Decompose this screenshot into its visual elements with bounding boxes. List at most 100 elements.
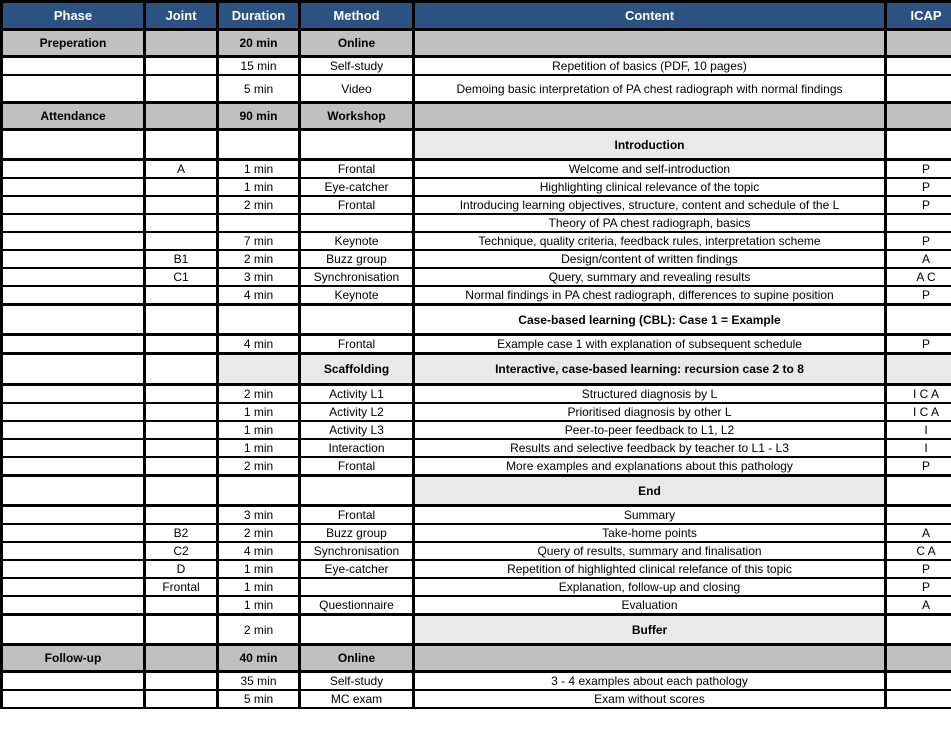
table-row: B2 2 min Buzz group Take-home points A xyxy=(0,523,951,543)
cell-duration: 2 min xyxy=(216,613,301,646)
cell-duration xyxy=(216,474,301,507)
cell-duration: 2 min xyxy=(216,456,301,477)
cell-duration: 1 min xyxy=(216,177,301,197)
column-header-duration: Duration xyxy=(216,0,301,31)
table-header: Phase Joint Duration Method Content ICAP xyxy=(0,0,951,31)
cell-duration: 4 min xyxy=(216,333,301,355)
cell-duration: 2 min xyxy=(216,249,301,269)
table-row: 7 min Keynote Technique, quality criteria,… xyxy=(0,231,951,251)
table-row: 2 min Buffer xyxy=(0,613,951,646)
cell-method: Self-study xyxy=(298,670,415,691)
table-row: Scaffolding Interactive, case-based learn… xyxy=(0,352,951,386)
table-row: 35 min Self-study 3 - 4 examples about eac… xyxy=(0,670,951,691)
cell-icap: P xyxy=(884,177,951,197)
cell-content: Evaluation xyxy=(412,595,887,616)
cell-duration: 4 min xyxy=(216,541,301,561)
cell-method xyxy=(298,303,415,336)
cell-phase xyxy=(0,383,146,404)
cell-joint xyxy=(143,101,219,131)
cell-method: Activity L1 xyxy=(298,383,415,404)
cell-phase xyxy=(0,249,146,269)
cell-content: Prioritised diagnosis by other L xyxy=(412,402,887,422)
cell-content: Peer-to-peer feedback to L1, L2 xyxy=(412,420,887,440)
cell-content: Structured diagnosis by L xyxy=(412,383,887,404)
cell-icap: P xyxy=(884,285,951,306)
cell-joint xyxy=(143,195,219,215)
cell-phase: Attendance xyxy=(0,101,146,131)
table-row: 3 min Frontal Summary xyxy=(0,504,951,525)
cell-method: Workshop xyxy=(298,101,415,131)
cell-icap: C A xyxy=(884,541,951,561)
cell-method: Eye-catcher xyxy=(298,177,415,197)
cell-content: Highlighting clinical relevance of the t… xyxy=(412,177,887,197)
table-row: Introduction xyxy=(0,128,951,161)
cell-icap: I C A xyxy=(884,402,951,422)
cell-joint xyxy=(143,402,219,422)
cell-icap xyxy=(884,670,951,691)
cell-icap: P xyxy=(884,158,951,179)
cell-joint xyxy=(143,285,219,306)
cell-duration xyxy=(216,352,301,386)
cell-phase xyxy=(0,303,146,336)
table-row: 1 min Eye-catcher Highlighting clinical re… xyxy=(0,177,951,197)
cell-joint xyxy=(143,28,219,58)
cell-icap xyxy=(884,128,951,161)
cell-phase xyxy=(0,128,146,161)
cell-duration: 1 min xyxy=(216,577,301,597)
cell-method: Synchronisation xyxy=(298,541,415,561)
cell-joint: B1 xyxy=(143,249,219,269)
cell-phase xyxy=(0,613,146,646)
cell-joint xyxy=(143,177,219,197)
cell-phase xyxy=(0,74,146,104)
cell-method: Self-study xyxy=(298,55,415,76)
cell-phase xyxy=(0,213,146,233)
table-row: 2 min Activity L1 Structured diagnosis by … xyxy=(0,383,951,404)
cell-content: Results and selective feedback by teache… xyxy=(412,438,887,458)
cell-joint xyxy=(143,595,219,616)
cell-duration: 1 min xyxy=(216,420,301,440)
table-row: Frontal 1 min Explanation, follow-up and c… xyxy=(0,577,951,597)
cell-phase xyxy=(0,352,146,386)
cell-duration: 35 min xyxy=(216,670,301,691)
cell-duration: 2 min xyxy=(216,383,301,404)
cell-duration: 1 min xyxy=(216,595,301,616)
cell-joint xyxy=(143,333,219,355)
table-row: 4 min Frontal Example case 1 with explanat… xyxy=(0,333,951,355)
cell-joint xyxy=(143,383,219,404)
cell-method xyxy=(298,474,415,507)
cell-duration: 90 min xyxy=(216,101,301,131)
cell-joint xyxy=(143,55,219,76)
cell-phase xyxy=(0,504,146,525)
cell-content: End xyxy=(412,474,887,507)
cell-icap xyxy=(884,352,951,386)
cell-joint xyxy=(143,303,219,336)
cell-icap xyxy=(884,303,951,336)
cell-content: Demoing basic interpretation of PA chest… xyxy=(412,74,887,104)
cell-method: Frontal xyxy=(298,504,415,525)
cell-method xyxy=(298,577,415,597)
cell-method: Buzz group xyxy=(298,523,415,543)
cell-joint xyxy=(143,689,219,709)
cell-duration xyxy=(216,303,301,336)
cell-joint: C1 xyxy=(143,267,219,287)
cell-phase xyxy=(0,285,146,306)
cell-content: Query, summary and revealing results xyxy=(412,267,887,287)
cell-method: Activity L3 xyxy=(298,420,415,440)
cell-method: Scaffolding xyxy=(298,352,415,386)
cell-method: Online xyxy=(298,643,415,673)
cell-duration: 1 min xyxy=(216,438,301,458)
cell-content: Interactive, case-based learning: recurs… xyxy=(412,352,887,386)
cell-duration: 1 min xyxy=(216,158,301,179)
cell-phase xyxy=(0,195,146,215)
cell-method: Frontal xyxy=(298,456,415,477)
cell-duration xyxy=(216,213,301,233)
cell-method: Questionnaire xyxy=(298,595,415,616)
cell-icap: A xyxy=(884,249,951,269)
cell-duration: 40 min xyxy=(216,643,301,673)
cell-content: Take-home points xyxy=(412,523,887,543)
cell-phase xyxy=(0,177,146,197)
table-row: Attendance 90 min Workshop xyxy=(0,101,951,131)
cell-phase xyxy=(0,267,146,287)
cell-joint xyxy=(143,438,219,458)
